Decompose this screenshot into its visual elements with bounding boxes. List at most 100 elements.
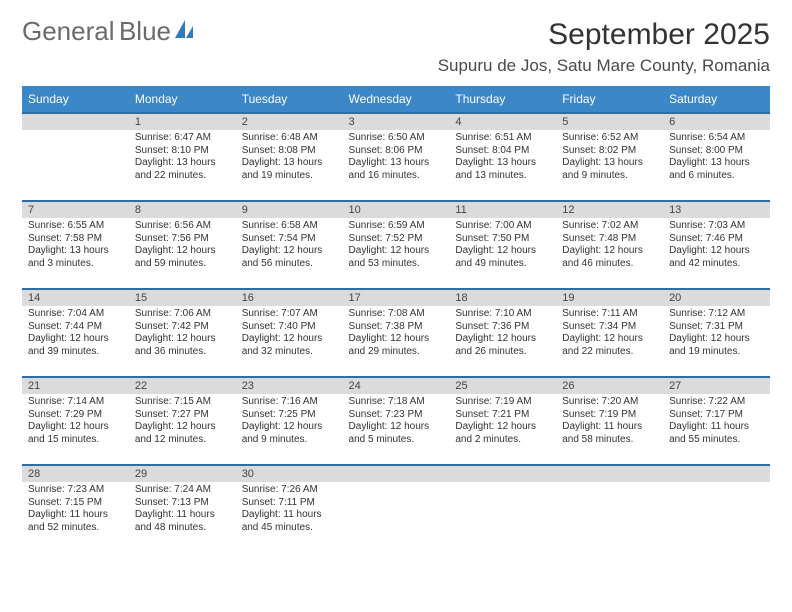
daylight2-text: and 52 minutes. (28, 522, 123, 535)
header-saturday: Saturday (663, 86, 770, 112)
header-sunday: Sunday (22, 86, 129, 112)
sunrise-text: Sunrise: 7:20 AM (562, 396, 657, 409)
daylight1-text: Daylight: 12 hours (28, 333, 123, 346)
day-body: Sunrise: 7:22 AMSunset: 7:17 PMDaylight:… (663, 394, 770, 450)
daylight1-text: Daylight: 13 hours (562, 157, 657, 170)
day-body: Sunrise: 7:03 AMSunset: 7:46 PMDaylight:… (663, 218, 770, 274)
sunrise-text: Sunrise: 7:08 AM (349, 308, 444, 321)
day-body: Sunrise: 7:16 AMSunset: 7:25 PMDaylight:… (236, 394, 343, 450)
logo-sail-icon (173, 18, 197, 45)
day-cell: 14Sunrise: 7:04 AMSunset: 7:44 PMDayligh… (22, 288, 129, 376)
daylight2-text: and 6 minutes. (669, 170, 764, 183)
day-body (343, 482, 450, 488)
daylight1-text: Daylight: 12 hours (135, 245, 230, 258)
day-cell (22, 112, 129, 200)
day-body: Sunrise: 7:12 AMSunset: 7:31 PMDaylight:… (663, 306, 770, 362)
daylight2-text: and 2 minutes. (455, 434, 550, 447)
daylight1-text: Daylight: 12 hours (242, 333, 337, 346)
day-number (449, 464, 556, 482)
daylight2-text: and 22 minutes. (135, 170, 230, 183)
sunrise-text: Sunrise: 7:26 AM (242, 484, 337, 497)
sunset-text: Sunset: 7:11 PM (242, 497, 337, 510)
sunrise-text: Sunrise: 7:12 AM (669, 308, 764, 321)
daylight1-text: Daylight: 12 hours (455, 421, 550, 434)
daylight2-text: and 26 minutes. (455, 346, 550, 359)
day-cell: 3Sunrise: 6:50 AMSunset: 8:06 PMDaylight… (343, 112, 450, 200)
day-body: Sunrise: 7:08 AMSunset: 7:38 PMDaylight:… (343, 306, 450, 362)
day-number: 5 (556, 112, 663, 130)
day-number: 13 (663, 200, 770, 218)
daylight2-text: and 39 minutes. (28, 346, 123, 359)
day-cell: 2Sunrise: 6:48 AMSunset: 8:08 PMDaylight… (236, 112, 343, 200)
sunset-text: Sunset: 7:46 PM (669, 233, 764, 246)
daylight1-text: Daylight: 13 hours (455, 157, 550, 170)
daylight2-text: and 48 minutes. (135, 522, 230, 535)
day-body: Sunrise: 6:56 AMSunset: 7:56 PMDaylight:… (129, 218, 236, 274)
day-body (663, 482, 770, 488)
day-number: 14 (22, 288, 129, 306)
day-number: 8 (129, 200, 236, 218)
day-body: Sunrise: 6:58 AMSunset: 7:54 PMDaylight:… (236, 218, 343, 274)
sunset-text: Sunset: 7:42 PM (135, 321, 230, 334)
location: Supuru de Jos, Satu Mare County, Romania (438, 56, 770, 76)
daylight2-text: and 19 minutes. (242, 170, 337, 183)
day-cell: 20Sunrise: 7:12 AMSunset: 7:31 PMDayligh… (663, 288, 770, 376)
sunset-text: Sunset: 7:21 PM (455, 409, 550, 422)
day-body: Sunrise: 7:02 AMSunset: 7:48 PMDaylight:… (556, 218, 663, 274)
sunset-text: Sunset: 7:56 PM (135, 233, 230, 246)
sunset-text: Sunset: 8:00 PM (669, 145, 764, 158)
day-cell: 7Sunrise: 6:55 AMSunset: 7:58 PMDaylight… (22, 200, 129, 288)
calendar-table: Sunday Monday Tuesday Wednesday Thursday… (22, 86, 770, 552)
day-cell: 26Sunrise: 7:20 AMSunset: 7:19 PMDayligh… (556, 376, 663, 464)
daylight1-text: Daylight: 12 hours (455, 245, 550, 258)
daylight1-text: Daylight: 12 hours (349, 421, 444, 434)
day-number: 25 (449, 376, 556, 394)
day-number: 20 (663, 288, 770, 306)
day-number: 10 (343, 200, 450, 218)
sunset-text: Sunset: 7:54 PM (242, 233, 337, 246)
day-cell: 17Sunrise: 7:08 AMSunset: 7:38 PMDayligh… (343, 288, 450, 376)
sunrise-text: Sunrise: 6:59 AM (349, 220, 444, 233)
header: General Blue September 2025 Supuru de Jo… (22, 18, 770, 76)
daylight1-text: Daylight: 12 hours (455, 333, 550, 346)
day-cell: 11Sunrise: 7:00 AMSunset: 7:50 PMDayligh… (449, 200, 556, 288)
sunrise-text: Sunrise: 7:14 AM (28, 396, 123, 409)
day-body: Sunrise: 7:04 AMSunset: 7:44 PMDaylight:… (22, 306, 129, 362)
day-body: Sunrise: 7:18 AMSunset: 7:23 PMDaylight:… (343, 394, 450, 450)
day-number: 30 (236, 464, 343, 482)
day-body: Sunrise: 7:10 AMSunset: 7:36 PMDaylight:… (449, 306, 556, 362)
sunset-text: Sunset: 7:34 PM (562, 321, 657, 334)
sunrise-text: Sunrise: 6:54 AM (669, 132, 764, 145)
logo: General Blue (22, 18, 197, 45)
day-header-row: Sunday Monday Tuesday Wednesday Thursday… (22, 86, 770, 112)
logo-word2: Blue (119, 16, 171, 46)
day-cell: 30Sunrise: 7:26 AMSunset: 7:11 PMDayligh… (236, 464, 343, 552)
day-number: 21 (22, 376, 129, 394)
day-body: Sunrise: 7:24 AMSunset: 7:13 PMDaylight:… (129, 482, 236, 538)
header-friday: Friday (556, 86, 663, 112)
day-body: Sunrise: 7:19 AMSunset: 7:21 PMDaylight:… (449, 394, 556, 450)
sunrise-text: Sunrise: 6:52 AM (562, 132, 657, 145)
day-number: 22 (129, 376, 236, 394)
day-cell: 18Sunrise: 7:10 AMSunset: 7:36 PMDayligh… (449, 288, 556, 376)
sunset-text: Sunset: 7:38 PM (349, 321, 444, 334)
day-number: 1 (129, 112, 236, 130)
day-number: 3 (343, 112, 450, 130)
week-row: 7Sunrise: 6:55 AMSunset: 7:58 PMDaylight… (22, 200, 770, 288)
daylight1-text: Daylight: 12 hours (349, 333, 444, 346)
day-body (22, 130, 129, 136)
sunset-text: Sunset: 7:48 PM (562, 233, 657, 246)
day-cell: 1Sunrise: 6:47 AMSunset: 8:10 PMDaylight… (129, 112, 236, 200)
daylight2-text: and 45 minutes. (242, 522, 337, 535)
daylight2-text: and 3 minutes. (28, 258, 123, 271)
day-number: 11 (449, 200, 556, 218)
sunrise-text: Sunrise: 6:48 AM (242, 132, 337, 145)
sunset-text: Sunset: 7:58 PM (28, 233, 123, 246)
day-body: Sunrise: 7:26 AMSunset: 7:11 PMDaylight:… (236, 482, 343, 538)
day-body: Sunrise: 7:20 AMSunset: 7:19 PMDaylight:… (556, 394, 663, 450)
daylight1-text: Daylight: 11 hours (135, 509, 230, 522)
sunrise-text: Sunrise: 6:50 AM (349, 132, 444, 145)
daylight1-text: Daylight: 12 hours (135, 421, 230, 434)
sunset-text: Sunset: 7:40 PM (242, 321, 337, 334)
sunrise-text: Sunrise: 7:22 AM (669, 396, 764, 409)
